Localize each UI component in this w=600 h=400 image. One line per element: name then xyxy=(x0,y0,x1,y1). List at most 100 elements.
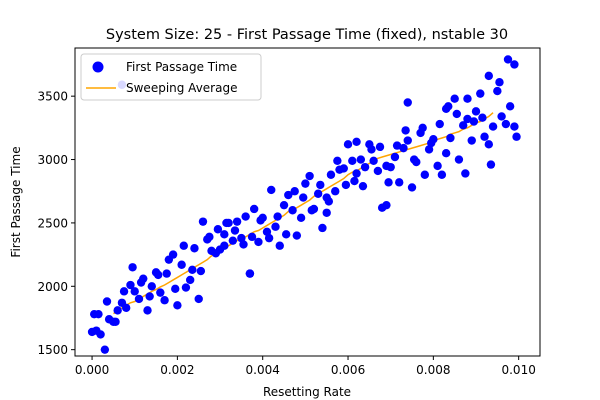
y-axis: 1500 2000 2500 3000 3500 xyxy=(37,90,75,357)
legend-label-scatter: First Passage Time xyxy=(126,60,237,74)
scatter-point xyxy=(275,241,284,250)
scatter-point xyxy=(510,60,519,69)
scatter-point xyxy=(273,212,282,221)
scatter-point xyxy=(318,223,327,233)
legend: First Passage Time Sweeping Average xyxy=(80,53,262,101)
scatter-point xyxy=(463,94,472,103)
scatter-point xyxy=(237,233,246,243)
scatter-point xyxy=(230,226,240,235)
scatter-point xyxy=(143,306,152,315)
scatter-point xyxy=(162,269,171,278)
scatter-point xyxy=(299,193,308,202)
chart-title: System Size: 25 - First Passage Time (fi… xyxy=(106,27,508,43)
scatter-point xyxy=(239,240,248,249)
scatter-point xyxy=(130,287,139,296)
scatter-point xyxy=(454,155,464,164)
scatter-point xyxy=(501,119,511,129)
scatter-point xyxy=(232,217,242,226)
scatter-point xyxy=(382,200,391,210)
scatter-point xyxy=(220,241,229,250)
scatter-point xyxy=(352,137,361,146)
x-tick-label: 0.010 xyxy=(501,363,535,377)
scatter-point xyxy=(241,212,250,221)
scatter-point xyxy=(160,296,169,305)
scatter-point xyxy=(343,140,353,149)
scatter-point xyxy=(409,155,419,164)
scatter-point xyxy=(173,301,182,310)
scatter-point xyxy=(156,288,165,297)
scatter-point xyxy=(471,107,481,116)
scatter-point xyxy=(168,250,178,259)
scatter-point xyxy=(121,303,131,313)
legend-label-line: Sweeping Average xyxy=(126,81,237,95)
scatter-point xyxy=(100,345,110,354)
scatter-point xyxy=(316,180,325,190)
scatter-point xyxy=(427,138,436,148)
scatter-point xyxy=(478,113,487,122)
scatter-point xyxy=(153,270,163,280)
scatter-point xyxy=(247,232,257,242)
scatter-point xyxy=(350,176,359,186)
scatter-point xyxy=(401,126,410,135)
scatter-point xyxy=(228,236,238,245)
scatter-point xyxy=(94,309,103,319)
scatter-point xyxy=(245,269,255,278)
scatter-point xyxy=(339,164,348,173)
scatter-point xyxy=(484,140,494,149)
scatter-point xyxy=(119,287,129,296)
scatter-point xyxy=(437,170,447,179)
scatter-point xyxy=(395,178,404,187)
scatter-point xyxy=(179,241,188,250)
scatter-point xyxy=(384,178,393,187)
x-tick-label: 0.002 xyxy=(160,363,194,377)
scatter-point xyxy=(441,149,451,158)
y-axis-title: First Passage Time xyxy=(9,146,23,257)
scatter-point xyxy=(469,117,479,126)
scatter-point xyxy=(279,200,289,210)
scatter-point xyxy=(305,171,314,181)
scatter-point xyxy=(222,218,231,228)
scatter-point xyxy=(497,112,506,121)
scatter-point xyxy=(256,216,265,225)
scatter-point xyxy=(390,152,400,162)
scatter-point xyxy=(220,230,229,239)
scatter-point xyxy=(420,170,430,179)
scatter-point xyxy=(267,185,276,195)
scatter-point xyxy=(102,297,112,306)
scatter-point xyxy=(461,169,470,178)
scatter-point xyxy=(177,260,186,269)
scatter-point xyxy=(111,317,120,326)
scatter-point xyxy=(467,136,476,145)
scatter-point xyxy=(324,197,334,206)
scatter-point xyxy=(307,206,316,215)
scatter-point xyxy=(407,183,417,192)
scatter-layer xyxy=(87,55,521,354)
scatter-point xyxy=(213,225,223,234)
scatter-point xyxy=(128,263,137,272)
legend-marker-scatter xyxy=(92,61,104,73)
x-tick-label: 0.004 xyxy=(246,363,280,377)
plot-frame xyxy=(74,47,541,357)
scatter-point xyxy=(435,119,444,129)
scatter-point xyxy=(433,161,442,171)
scatter-point xyxy=(369,156,378,166)
scatter-point xyxy=(403,98,412,107)
scatter-point xyxy=(352,169,361,178)
scatter-point xyxy=(424,145,434,154)
scatter-point xyxy=(441,104,451,114)
scatter-point xyxy=(322,208,331,217)
scatter-point xyxy=(331,187,340,196)
scatter-point xyxy=(126,280,135,290)
scatter-point xyxy=(284,190,293,200)
x-tick-label: 0.006 xyxy=(331,363,365,377)
scatter-point xyxy=(495,78,504,87)
scatter-point xyxy=(190,244,199,253)
scatter-point xyxy=(185,275,195,285)
scatter-point xyxy=(392,141,402,150)
y-tick-label: 2500 xyxy=(37,216,68,230)
scatter-point xyxy=(254,237,263,247)
scatter-point xyxy=(181,283,191,292)
y-tick-label: 2000 xyxy=(37,280,68,294)
scatter-point xyxy=(136,278,146,287)
